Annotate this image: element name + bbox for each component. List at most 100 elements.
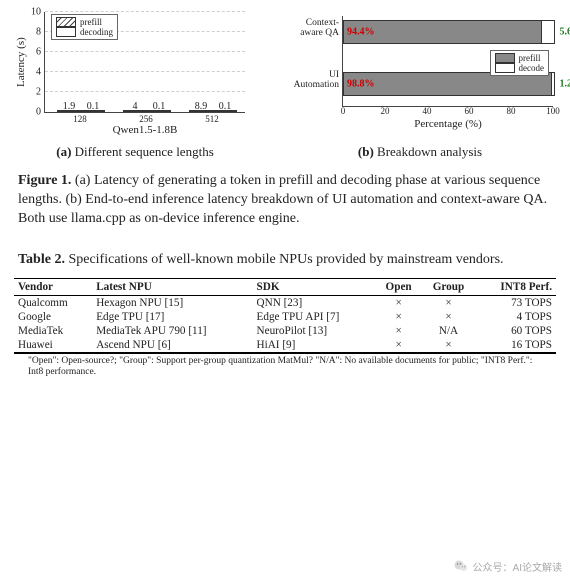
chart-a-grid <box>45 91 245 92</box>
chart-a: Latency (s) 0 2 4 6 8 10 prefill decodin… <box>44 12 245 113</box>
col-vendor: Vendor <box>14 278 92 295</box>
legend-label: prefill <box>80 17 102 27</box>
cell: Qualcomm <box>14 295 92 310</box>
watermark-text: 公众号：AI论文解读 <box>473 559 562 574</box>
cell: 60 TOPS <box>475 324 556 338</box>
cell: × <box>422 310 476 324</box>
wechat-icon <box>453 558 469 574</box>
chart-a-ytick: 8 <box>21 27 41 38</box>
table-row: MediaTek MediaTek APU 790 [11] NeuroPilo… <box>14 324 556 338</box>
cell: Hexagon NPU [15] <box>92 295 252 310</box>
chart-a-grid <box>45 51 245 52</box>
col-open: Open <box>375 278 421 295</box>
chart-b-xtick: 80 <box>507 106 516 116</box>
chart-a-ytick: 0 <box>21 107 41 118</box>
chart-a-xtick: 256 <box>139 114 153 124</box>
figure-row: Latency (s) 0 2 4 6 8 10 prefill decodin… <box>0 0 570 136</box>
chart-b-category: UIAutomation <box>281 70 343 91</box>
bar-value: 0.1 <box>81 101 105 112</box>
cell: Ascend NPU [6] <box>92 338 252 353</box>
cell: QNN [23] <box>253 295 376 310</box>
chart-b-legend: prefill decode <box>490 50 549 76</box>
cell: × <box>422 295 476 310</box>
seg-decode <box>542 21 554 43</box>
table-wrapper: Vendor Latest NPU SDK Open Group INT8 Pe… <box>0 278 570 353</box>
legend-swatch-decoding-icon <box>56 27 76 37</box>
cell: Edge TPU [17] <box>92 310 252 324</box>
bar-value: 4 <box>123 101 147 112</box>
chart-b-pct-decode: 1.2% <box>560 79 570 90</box>
cell: MediaTek <box>14 324 92 338</box>
chart-b-category: Context-aware QA <box>281 18 343 39</box>
chart-b-xtick: 0 <box>341 106 346 116</box>
cell: 73 TOPS <box>475 295 556 310</box>
chart-b-xlabel: Percentage (%) <box>343 118 553 130</box>
cell: Huawei <box>14 338 92 353</box>
cell: MediaTek APU 790 [11] <box>92 324 252 338</box>
bar-value: 0.1 <box>147 101 171 112</box>
table-row: Qualcomm Hexagon NPU [15] QNN [23] × × 7… <box>14 295 556 310</box>
chart-b-xtick: 20 <box>381 106 390 116</box>
cell: × <box>375 324 421 338</box>
cell: Edge TPU API [7] <box>253 310 376 324</box>
cell: N/A <box>422 324 476 338</box>
col-npu: Latest NPU <box>92 278 252 295</box>
chart-b-pct-decode: 5.6% <box>560 27 570 38</box>
table-footnote: "Open": Open-source?; "Group": Support p… <box>14 353 556 380</box>
table-header-row: Vendor Latest NPU SDK Open Group INT8 Pe… <box>14 278 556 295</box>
chart-a-ytick: 10 <box>21 7 41 18</box>
col-int8: INT8 Perf. <box>475 278 556 295</box>
bar-value: 8.9 <box>189 101 213 112</box>
cell: 16 TOPS <box>475 338 556 353</box>
cell: × <box>375 338 421 353</box>
chart-a-xlabel: Qwen1.5-1.8B <box>45 124 245 136</box>
page-root: Latency (s) 0 2 4 6 8 10 prefill decodin… <box>0 0 570 578</box>
bar-value: 0.1 <box>213 101 237 112</box>
legend-label: decoding <box>80 27 113 37</box>
chart-a-ytick: 2 <box>21 87 41 98</box>
cell: × <box>422 338 476 353</box>
chart-b: Context-aware QA UIAutomation 94.4% 5.6%… <box>342 16 553 107</box>
table-caption: Table 2. Specifications of well-known mo… <box>0 237 570 278</box>
legend-label: decode <box>519 63 544 73</box>
seg-prefill <box>344 73 552 95</box>
subcaption-b: (b) Breakdown analysis <box>280 144 560 160</box>
subcaption-a: (a) Different sequence lengths <box>10 144 260 160</box>
legend-label: prefill <box>519 53 541 63</box>
seg-decode <box>552 73 555 95</box>
cell: HiAI [9] <box>253 338 376 353</box>
chart-b-xtick: 100 <box>546 106 560 116</box>
col-group: Group <box>422 278 476 295</box>
chart-a-ytick: 4 <box>21 67 41 78</box>
chart-a-xtick: 512 <box>205 114 219 124</box>
chart-b-xtick: 40 <box>423 106 432 116</box>
cell: × <box>375 310 421 324</box>
chart-b-xtick: 60 <box>465 106 474 116</box>
table-row: Google Edge TPU [17] Edge TPU API [7] × … <box>14 310 556 324</box>
npu-spec-table: Vendor Latest NPU SDK Open Group INT8 Pe… <box>14 278 556 353</box>
chart-a-grid <box>45 11 245 12</box>
chart-a-legend: prefill decoding <box>51 14 118 40</box>
figure-caption-label: Figure 1. <box>18 173 71 188</box>
chart-a-ytick: 6 <box>21 47 41 58</box>
chart-b-row: 94.4% 5.6% <box>343 20 555 44</box>
table-row: Huawei Ascend NPU [6] HiAI [9] × × 16 TO… <box>14 338 556 353</box>
cell: 4 TOPS <box>475 310 556 324</box>
chart-b-pct-prefill: 98.8% <box>347 79 375 90</box>
subcaption-row: (a) Different sequence lengths (b) Break… <box>0 140 570 160</box>
chart-b-pct-prefill: 94.4% <box>347 27 375 38</box>
table-caption-text: Specifications of well-known mobile NPUs… <box>65 252 504 267</box>
figure-caption: Figure 1. (a) Latency of generating a to… <box>0 160 570 237</box>
watermark: 公众号：AI论文解读 <box>453 558 562 574</box>
figure-caption-text: (a) Latency of generating a token in pre… <box>18 173 547 226</box>
legend-swatch-decode-icon <box>495 63 515 73</box>
legend-swatch-prefill-icon <box>495 53 515 63</box>
bar-value: 1.9 <box>57 101 81 112</box>
cell: × <box>375 295 421 310</box>
table-caption-label: Table 2. <box>18 252 65 267</box>
legend-swatch-prefill-icon <box>56 17 76 27</box>
cell: NeuroPilot [13] <box>253 324 376 338</box>
chart-a-xtick: 128 <box>73 114 87 124</box>
col-sdk: SDK <box>253 278 376 295</box>
chart-a-grid <box>45 71 245 72</box>
